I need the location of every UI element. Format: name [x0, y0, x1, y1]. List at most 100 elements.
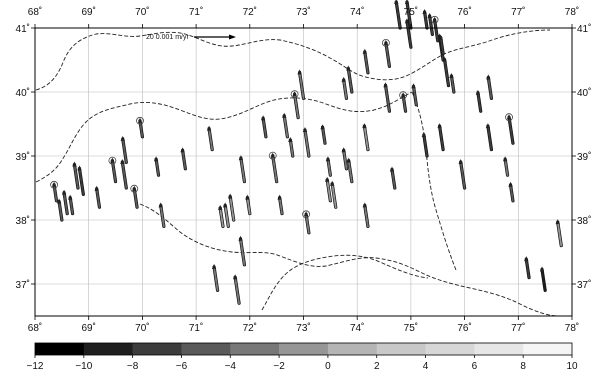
vector-arrowhead — [427, 12, 432, 18]
colorbar-frame — [34, 342, 573, 356]
velocity-vector — [505, 113, 515, 145]
vector-arrowhead — [132, 185, 137, 191]
velocity-vector — [180, 147, 187, 171]
vector-arrowhead — [437, 123, 442, 129]
vector-shaft — [95, 187, 101, 209]
vector-shaft — [298, 71, 305, 100]
x-tick-bottom: 69˚ — [81, 322, 95, 334]
error-ellipse — [50, 180, 58, 189]
colorbar-tick-label: 0 — [325, 361, 331, 372]
vector-shaft — [224, 204, 230, 228]
x-tick-bottom: 78˚ — [565, 322, 579, 334]
velocity-vector — [362, 48, 370, 75]
vector-arrowhead — [288, 137, 293, 142]
velocity-vector — [341, 76, 349, 101]
velocity-vector — [486, 74, 494, 101]
vector-arrowhead — [277, 194, 282, 200]
vector-shaft — [289, 139, 294, 157]
vector-arrowhead — [346, 157, 351, 163]
vector-arrowhead — [297, 69, 302, 75]
vector-shaft — [428, 14, 434, 36]
vector-arrowhead — [394, 0, 399, 4]
velocity-vector — [302, 127, 311, 158]
x-tick-top: 68˚ — [28, 6, 42, 18]
vector-shaft — [556, 221, 563, 247]
vector-shaft — [283, 114, 289, 138]
vector-shaft — [391, 168, 396, 189]
velocity-vector — [67, 194, 75, 216]
vector-shaft — [438, 125, 445, 151]
y-tick-left: 38˚ — [16, 215, 30, 227]
x-tick-top: 76˚ — [457, 6, 471, 18]
vector-arrowhead — [110, 157, 115, 163]
colorbar-tick-label: −12 — [27, 361, 44, 372]
vector-arrowhead — [137, 117, 143, 123]
vector-shaft — [293, 93, 300, 119]
vector-shaft — [412, 85, 418, 106]
colorbar-tick-label: 2 — [374, 361, 380, 372]
colorbar-tick-label: 8 — [520, 361, 526, 372]
error-ellipse — [505, 113, 513, 122]
x-tick-bottom: 70˚ — [135, 322, 149, 334]
x-tick-bottom: 72˚ — [243, 322, 257, 334]
velocity-vector — [153, 156, 161, 177]
vector-arrowhead — [383, 39, 389, 45]
velocity-vector — [325, 156, 332, 177]
reference-arrowhead — [229, 34, 236, 40]
vector-arrowhead — [302, 127, 308, 132]
vector-shaft — [219, 206, 224, 228]
velocity-vector — [422, 9, 429, 30]
error-ellipse — [399, 91, 408, 100]
colorbar-segment — [181, 343, 231, 355]
colorbar-segment — [230, 343, 280, 355]
vector-shaft — [347, 67, 353, 93]
y-tick-left: 37˚ — [16, 279, 30, 291]
y-tick-right: 40˚ — [577, 87, 591, 99]
vector-arrowhead — [180, 147, 185, 153]
velocity-vector — [290, 90, 300, 120]
vector-shaft — [487, 125, 493, 151]
velocity-vector — [341, 147, 349, 171]
vector-shaft — [331, 182, 337, 209]
vector-arrowhead — [383, 82, 388, 88]
vector-arrowhead — [232, 274, 238, 280]
vector-shaft — [363, 204, 369, 228]
velocity-vector — [232, 274, 241, 305]
country-border — [411, 91, 457, 271]
vector-shaft — [509, 183, 514, 202]
velocity-vector — [120, 159, 128, 190]
vector-shaft — [69, 196, 74, 215]
y-tick-right: 41˚ — [577, 23, 591, 35]
vector-arrowhead — [282, 112, 287, 118]
vector-arrowhead — [458, 159, 463, 164]
colorbar-segment — [35, 343, 85, 355]
vector-arrowhead — [77, 165, 82, 171]
vector-arrowhead — [222, 202, 228, 208]
velocity-vector — [206, 125, 214, 152]
vector-arrowhead — [485, 123, 491, 129]
vector-arrowhead — [421, 132, 427, 137]
vector-shaft — [422, 134, 428, 157]
velocity-vector — [268, 151, 279, 184]
velocity-vector — [329, 180, 338, 209]
vector-arrowhead — [158, 202, 163, 208]
vector-arrowhead — [400, 92, 406, 98]
vector-arrowhead — [270, 152, 275, 158]
vector-shaft — [487, 76, 493, 100]
y-tick-left: 41˚ — [16, 23, 30, 35]
x-tick-bottom: 75˚ — [404, 322, 418, 334]
vector-arrowhead — [51, 181, 57, 187]
vector-arrowhead — [153, 156, 159, 162]
error-ellipse — [136, 116, 144, 125]
velocity-vector — [120, 135, 128, 164]
vector-shaft — [384, 42, 391, 68]
vector-shaft — [159, 204, 165, 228]
vector-shaft — [73, 163, 79, 189]
colorbar-segment — [327, 343, 378, 355]
vector-shaft — [342, 149, 348, 170]
velocity-vector — [136, 116, 144, 139]
velocity-vector — [389, 166, 397, 190]
vector-arrowhead — [508, 181, 513, 187]
vector-shaft — [363, 50, 369, 74]
